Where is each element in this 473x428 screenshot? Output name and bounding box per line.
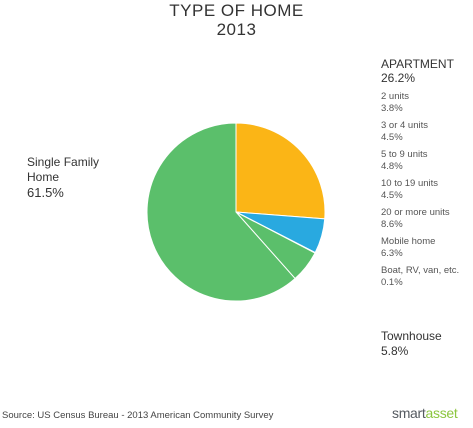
label-mobile-home-name: Mobile home [381, 236, 436, 247]
apartment-breakdown-item: 3 or 4 units 4.5% [381, 120, 471, 143]
label-boat-rv: Boat, RV, van, etc. 0.1% [381, 265, 471, 288]
label-townhouse-name: Townhouse [381, 329, 442, 343]
label-townhouse-value: 5.8% [381, 344, 409, 358]
breakdown-item-name: 3 or 4 units [381, 120, 428, 131]
label-townhouse: Townhouse 5.8% [381, 329, 471, 359]
label-apartment-value: 26.2% [381, 71, 416, 85]
source-note: Source: US Census Bureau - 2013 American… [2, 410, 274, 421]
label-single-family-name-1: Single Family [27, 155, 100, 169]
label-mobile-home-value: 6.3% [381, 247, 403, 259]
brand-logo-part2: asset [425, 405, 458, 421]
label-mobile-home: Mobile home 6.3% [381, 236, 471, 259]
apartment-breakdown-item: 20 or more units 8.6% [381, 207, 471, 230]
breakdown-item-value: 3.8% [381, 102, 403, 114]
breakdown-item-value: 4.5% [381, 189, 403, 201]
apartment-breakdown-list: 2 units 3.8% 3 or 4 units 4.5% 5 to 9 un… [381, 91, 471, 288]
label-apartment: APARTMENT 26.2% [381, 57, 471, 85]
breakdown-item-value: 4.8% [381, 160, 403, 172]
label-apartment-group: APARTMENT 26.2% 2 units 3.8% 3 or 4 unit… [381, 57, 471, 288]
label-single-family: Single Family Home 61.5% [27, 155, 137, 201]
label-boat-rv-value: 0.1% [381, 276, 403, 288]
apartment-breakdown-item: 5 to 9 units 4.8% [381, 149, 471, 172]
breakdown-item-name: 10 to 19 units [381, 178, 439, 189]
pie-slice-single-family-home [146, 122, 296, 302]
brand-logo-part1: smart [392, 405, 426, 421]
label-apartment-name: APARTMENT [381, 57, 454, 71]
breakdown-item-value: 4.5% [381, 131, 403, 143]
chart-title: TYPE OF HOME [169, 1, 304, 20]
label-single-family-value: 61.5% [27, 185, 64, 200]
pie-slice-apartment [235, 122, 326, 220]
chart-subtitle: 2013 [216, 20, 257, 39]
label-single-family-name-2: Home [27, 170, 60, 184]
apartment-breakdown-item: 10 to 19 units 4.5% [381, 178, 471, 201]
breakdown-item-name: 2 units [381, 91, 409, 102]
label-boat-rv-name: Boat, RV, van, etc. [381, 265, 460, 276]
breakdown-item-value: 8.6% [381, 218, 403, 230]
apartment-breakdown-item: 2 units 3.8% [381, 91, 471, 114]
breakdown-item-name: 20 or more units [381, 207, 450, 218]
brand-logo: smartasset [392, 405, 458, 421]
breakdown-item-name: 5 to 9 units [381, 149, 428, 160]
